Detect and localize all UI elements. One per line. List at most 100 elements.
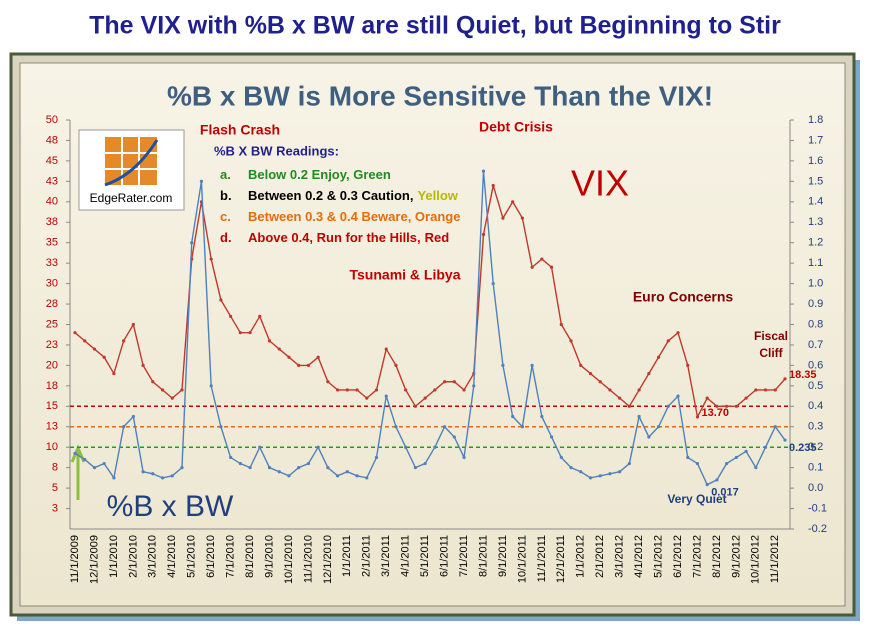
chart-area (19, 62, 846, 607)
legend-item: d. Above 0.4, Run for the Hills, Red (220, 230, 449, 245)
y2-tick-label: -0.2 (808, 523, 827, 535)
annotation: Flash Crash (200, 122, 280, 138)
point (549, 265, 554, 269)
logo-curve (104, 139, 159, 187)
y-tick-label: 30 (46, 278, 58, 290)
point (734, 455, 738, 460)
x-tick-label: 6/1/2012 (672, 535, 684, 578)
y-tick-label: 50 (46, 114, 58, 126)
point (481, 169, 486, 173)
x-tick-label: 4/1/2010 (166, 535, 178, 578)
point (715, 478, 719, 482)
y-tick-label: 23 (46, 339, 58, 351)
x-tick-label: 4/1/2012 (633, 535, 645, 578)
point (83, 339, 87, 343)
point (316, 355, 320, 359)
logo-grid (105, 137, 157, 185)
x-tick-label: 10/1/2012 (750, 535, 762, 584)
point (248, 466, 252, 470)
point (773, 425, 777, 429)
x-tick-label: 10/1/2010 (283, 535, 295, 584)
point (754, 466, 758, 470)
point (666, 404, 670, 408)
point (258, 445, 262, 449)
point (180, 388, 184, 392)
point (540, 414, 544, 419)
y-tick-label: 25 (46, 318, 58, 330)
y2-tick-label: 0.0 (808, 482, 823, 494)
point (413, 466, 418, 470)
point (442, 425, 447, 429)
point (588, 476, 593, 480)
point (404, 388, 408, 392)
point (316, 445, 320, 449)
data-label: 0.017 (711, 487, 739, 499)
y-tick-label: 5 (52, 482, 58, 494)
point (102, 355, 106, 359)
y2-tick-label: 1.5 (808, 175, 823, 187)
legend-text: Between 0.2 & 0.3 Caution, (248, 188, 413, 203)
point (267, 466, 272, 470)
y2-tick-label: 0.5 (808, 380, 823, 392)
point (579, 470, 583, 474)
point (258, 314, 262, 318)
point (277, 470, 281, 474)
data-label: 0.235 (789, 442, 817, 454)
point (676, 331, 680, 335)
point (287, 474, 291, 478)
x-tick-label: 11/1/2010 (302, 535, 314, 583)
point (627, 404, 631, 408)
x-tick-label: 12/1/2011 (555, 535, 567, 583)
point (122, 425, 126, 429)
point (530, 363, 534, 367)
point (141, 470, 145, 474)
y2-tick-label: 1.6 (808, 155, 823, 167)
x-tick-label: 9/1/2010 (263, 535, 275, 578)
point (355, 474, 359, 478)
y-tick-label: 15 (46, 400, 58, 412)
x-tick-label: 1/1/2010 (108, 535, 120, 578)
legend-text: d. (220, 230, 232, 245)
point (219, 298, 223, 302)
point (345, 470, 349, 474)
y2-tick-label: 0.9 (808, 298, 823, 310)
legend-text: c. (220, 209, 231, 224)
point (306, 461, 311, 466)
point (102, 461, 106, 466)
point (306, 363, 311, 367)
series-line (74, 185, 786, 420)
point (627, 461, 631, 466)
x-tick-label: 11/1/2009 (69, 535, 81, 583)
annotation: %B x BW (107, 490, 234, 523)
y-tick-label: 13 (46, 421, 58, 433)
point (433, 388, 437, 392)
point (442, 380, 447, 384)
y-tick-label: 18 (46, 380, 58, 392)
point (365, 396, 369, 400)
y2-tick-label: 1.0 (808, 278, 823, 290)
point (277, 347, 281, 351)
x-tick-label: 11/1/2012 (769, 535, 781, 583)
point (530, 265, 534, 269)
point (462, 388, 466, 392)
x-tick-label: 12/1/2010 (322, 535, 334, 584)
legend-heading: %B X BW Readings: (214, 143, 339, 158)
point (452, 380, 456, 384)
point (491, 183, 495, 188)
point (676, 394, 680, 398)
y2-tick-label: 0.1 (808, 462, 823, 474)
point (637, 388, 641, 392)
point (374, 388, 379, 392)
point (267, 339, 272, 343)
point (763, 388, 768, 392)
point (73, 451, 77, 455)
point (481, 232, 486, 237)
x-tick-label: 2/1/2012 (594, 535, 606, 578)
point (151, 380, 155, 384)
point (569, 339, 573, 343)
x-tick-label: 3/1/2010 (147, 535, 159, 578)
point (151, 472, 155, 476)
point (413, 404, 418, 408)
y-tick-label: 43 (46, 175, 58, 187)
legend-text: Between 0.3 & 0.4 Beware, Orange (248, 209, 460, 224)
